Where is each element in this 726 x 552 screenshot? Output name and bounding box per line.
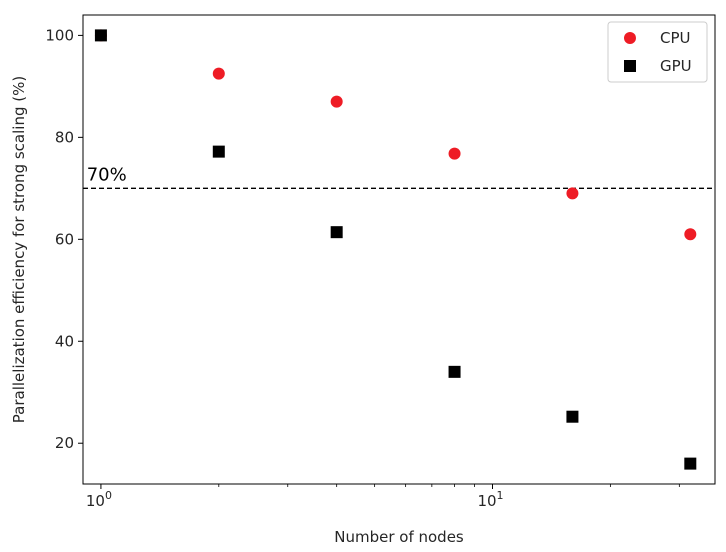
gpu-point bbox=[212, 145, 225, 158]
y-tick-label: 40 bbox=[55, 332, 74, 350]
x-tick-label: 101 bbox=[477, 489, 503, 510]
x-axis-label: Number of nodes bbox=[334, 528, 464, 546]
cpu-point bbox=[684, 228, 697, 241]
legend: CPU GPU bbox=[607, 21, 708, 83]
y-tick-label: 20 bbox=[55, 434, 74, 452]
legend-marker-gpu bbox=[624, 60, 636, 72]
cpu-point bbox=[212, 67, 225, 80]
plot-frame bbox=[82, 14, 716, 485]
y-tick-label: 100 bbox=[45, 26, 74, 44]
gpu-point bbox=[330, 226, 343, 239]
cpu-point bbox=[566, 187, 579, 200]
cpu-point bbox=[448, 147, 461, 160]
y-tick-label: 80 bbox=[55, 128, 74, 146]
gpu-point bbox=[684, 457, 697, 470]
legend-box bbox=[607, 21, 708, 83]
x-tick-label: 100 bbox=[86, 489, 112, 510]
y-tick-label: 60 bbox=[55, 230, 74, 248]
y-axis-label: Parallelization efficiency for strong sc… bbox=[10, 76, 28, 423]
legend-marker-cpu bbox=[624, 32, 636, 44]
data-points: 70% bbox=[83, 29, 715, 470]
gpu-point bbox=[448, 365, 461, 378]
gpu-point bbox=[94, 29, 107, 42]
cpu-point bbox=[330, 95, 343, 108]
legend-label-gpu: GPU bbox=[660, 57, 692, 75]
gpu-point bbox=[566, 410, 579, 423]
annotation-70-percent: 70% bbox=[87, 165, 127, 186]
legend-label-cpu: CPU bbox=[660, 29, 691, 47]
axes: 20 40 60 80 100 100 101 Number of nodes Parallel… bbox=[10, 14, 716, 546]
